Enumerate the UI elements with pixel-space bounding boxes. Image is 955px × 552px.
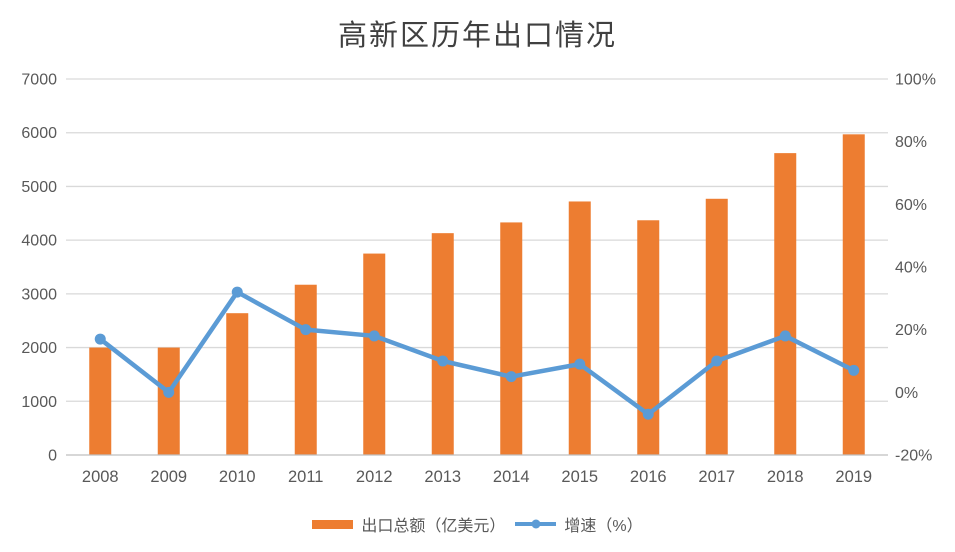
bar-2009 [157, 347, 180, 455]
bar-2010 [226, 313, 249, 455]
marker-2015 [574, 358, 586, 370]
y2-axis-label: 100% [895, 72, 936, 89]
y-axis-label: 5000 [21, 179, 57, 196]
marker-2011 [300, 324, 312, 336]
legend-label-growth: 增速（%） [564, 518, 643, 535]
marker-2013 [437, 355, 449, 367]
bar-2008 [89, 347, 112, 455]
marker-2012 [368, 330, 380, 342]
x-axis-label: 2016 [630, 468, 667, 486]
y2-axis-label: -20% [895, 448, 932, 465]
y-axis-label: 6000 [21, 125, 57, 142]
bar-2019 [842, 134, 865, 455]
y2-axis-label: 80% [895, 134, 927, 151]
bar-series-swatch-icon [312, 519, 354, 529]
bar-2013 [431, 233, 454, 455]
x-axis-label: 2010 [219, 468, 256, 486]
bar-2012 [363, 253, 386, 455]
marker-2018 [779, 330, 791, 342]
marker-2014 [505, 371, 517, 383]
marker-2016 [642, 408, 654, 420]
bar-2011 [294, 284, 317, 455]
chart-title: 高新区历年出口情况 [337, 20, 617, 52]
y-axis-label: 2000 [21, 340, 57, 357]
line-series-swatch-icon [515, 519, 557, 529]
x-axis-label: 2011 [288, 468, 323, 486]
x-axis-label: 2018 [767, 468, 804, 486]
line-marker-icon [531, 519, 541, 529]
x-axis-label: 2013 [424, 468, 461, 486]
bar-2015 [568, 201, 591, 455]
legend-item-exports: 出口总额（亿美元） [312, 512, 505, 536]
x-axis-label: 2009 [150, 468, 187, 486]
growth-line [98, 289, 856, 417]
x-axis-label: 2019 [835, 468, 872, 486]
bar-2016 [637, 220, 660, 455]
y-axis-label: 3000 [21, 286, 57, 303]
bar-2014 [500, 222, 523, 455]
y-axis-label: 0 [48, 448, 57, 465]
y2-axis-label: 60% [895, 197, 927, 214]
bar-2018 [774, 153, 797, 455]
x-axis-label: 2015 [561, 468, 598, 486]
y2-axis-label: 40% [895, 260, 927, 277]
y2-axis-label: 0% [895, 385, 918, 402]
marker-2008 [94, 333, 106, 345]
legend: 出口总额（亿美元） 增速（%） [0, 511, 955, 537]
marker-2010 [231, 286, 243, 298]
legend-item-growth: 增速（%） [515, 512, 643, 536]
bar-2017 [705, 198, 728, 456]
x-axis-label: 2008 [82, 468, 119, 486]
y2-axis-label: 20% [895, 322, 927, 339]
marker-2019 [848, 364, 860, 376]
marker-2009 [163, 386, 175, 398]
marker-2017 [711, 355, 723, 367]
legend-label-exports: 出口总额（亿美元） [361, 518, 506, 535]
x-axis-label: 2014 [493, 468, 530, 486]
y-axis-label: 1000 [21, 394, 57, 411]
y-axis-label: 4000 [21, 233, 57, 250]
x-axis-label: 2012 [356, 468, 393, 486]
y-axis-label: 7000 [21, 72, 57, 89]
x-axis-label: 2017 [698, 468, 735, 486]
